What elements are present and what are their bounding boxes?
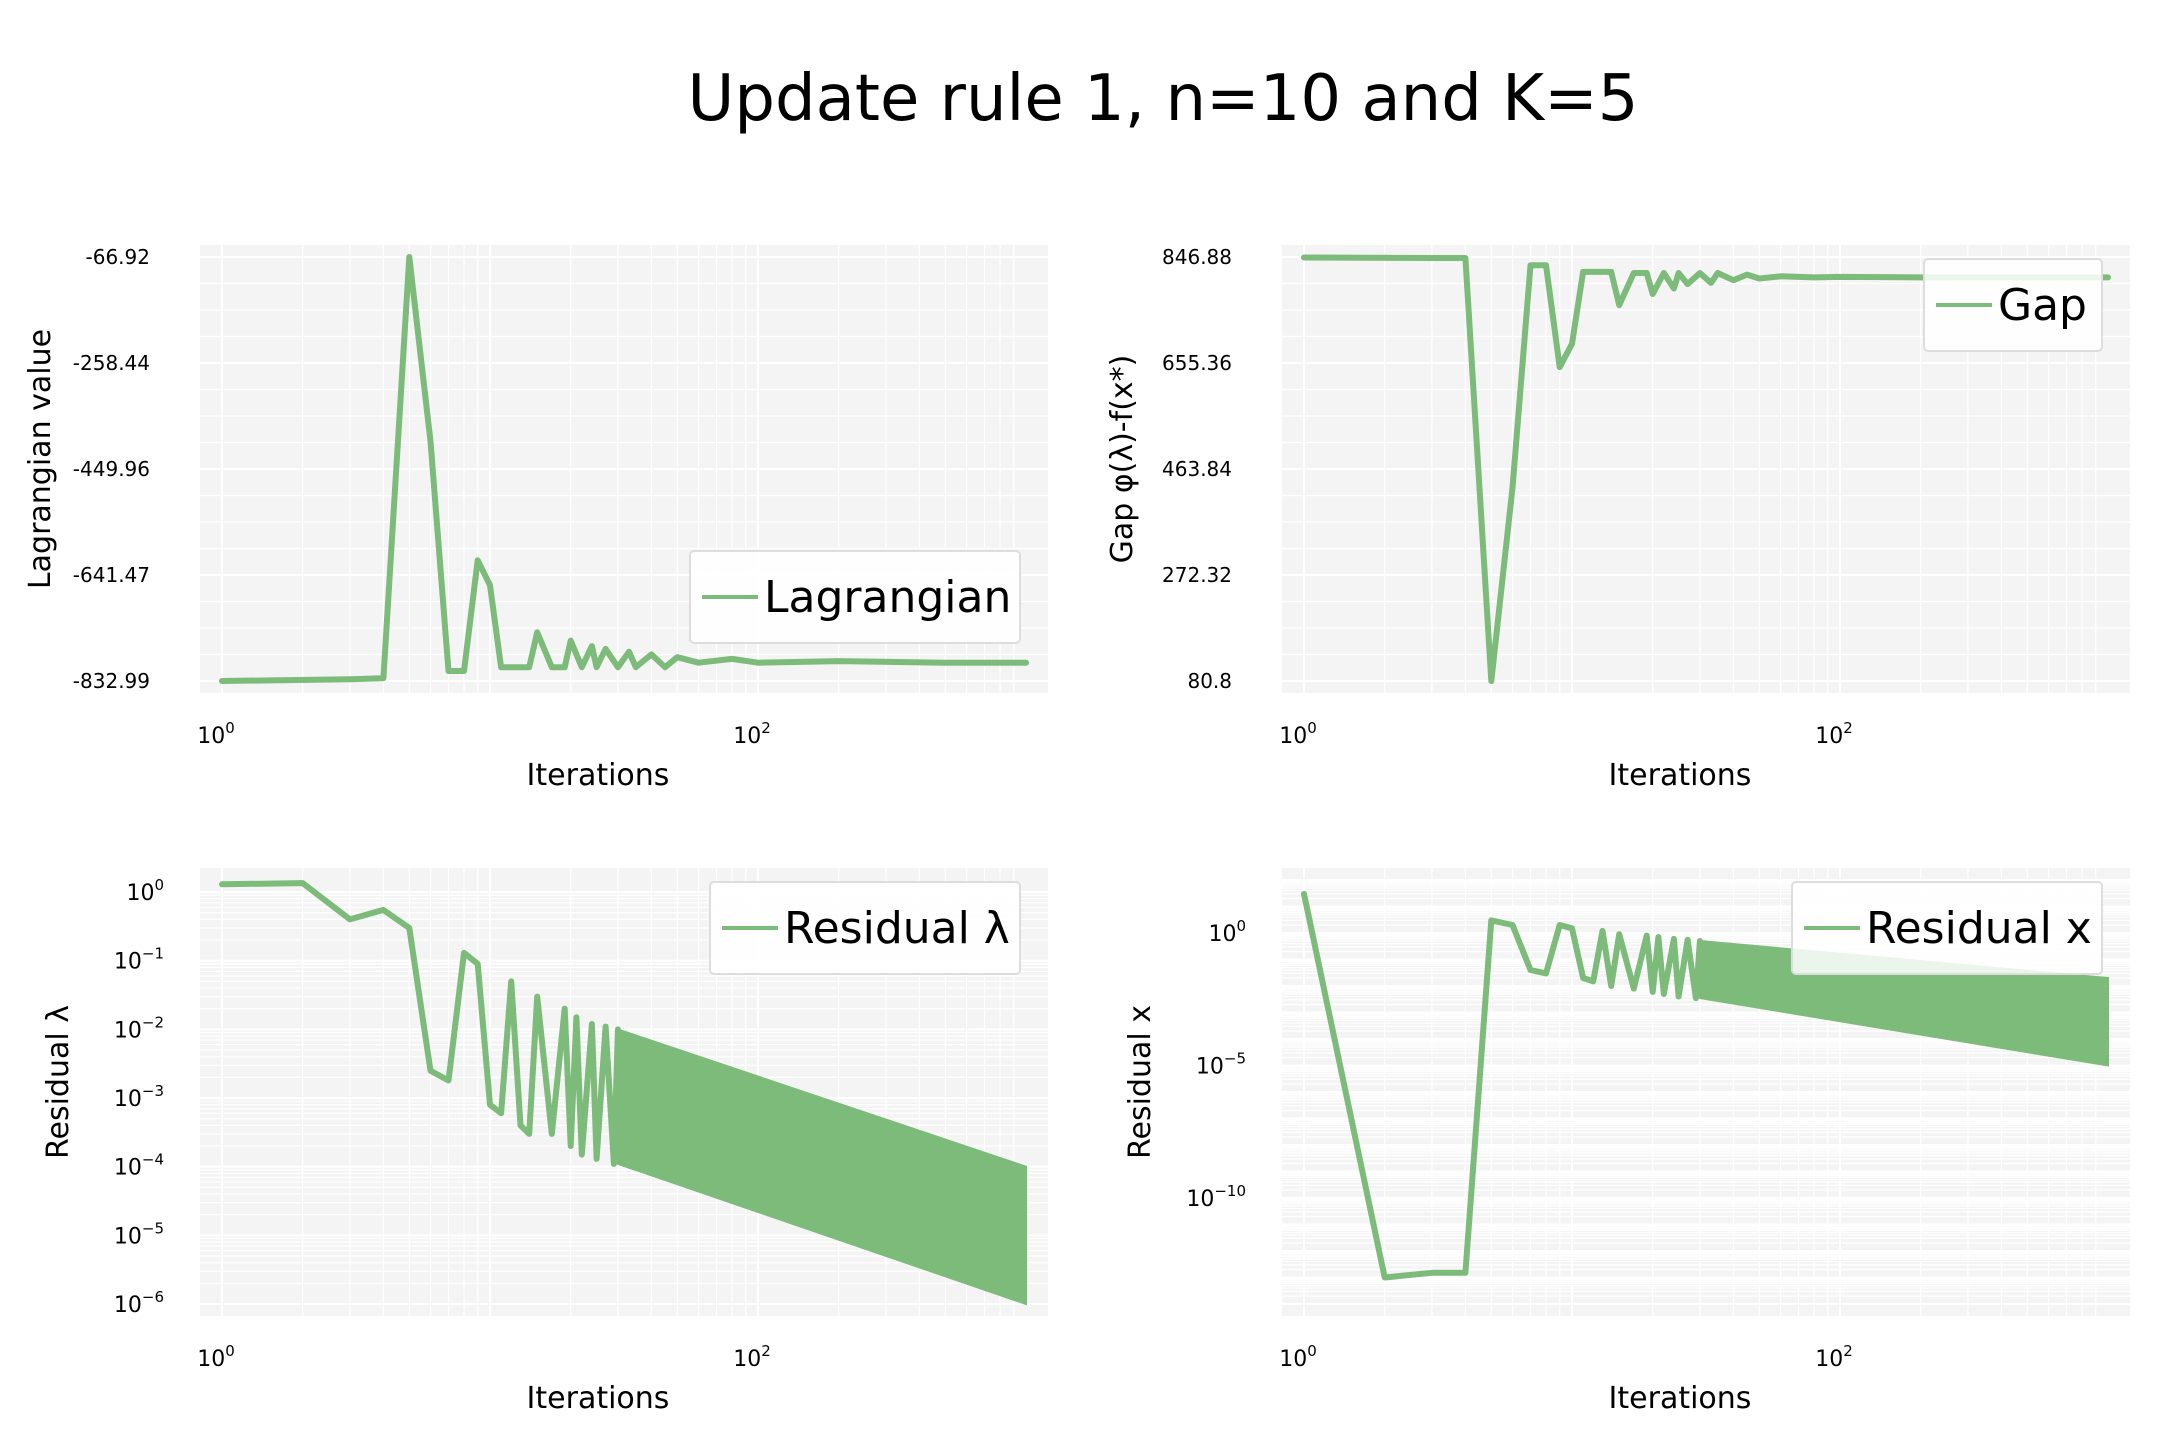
legend: Residual x — [1791, 881, 2103, 975]
chart-residual-x: 100 10−5 10−10 100 102 Iterations Residual x Re… — [1123, 868, 2130, 1416]
y-tick-label: 10−5 — [1196, 1050, 1246, 1080]
legend-box — [1791, 881, 2103, 975]
legend-label: Residual x — [1866, 903, 2092, 954]
x-tick-label: 100 — [197, 719, 235, 749]
series-line — [1301, 254, 2111, 684]
x-axis-label: Iterations — [527, 1381, 670, 1416]
legend: Lagrangian — [689, 550, 1021, 644]
legend-label: Lagrangian — [764, 572, 1011, 623]
y-axis-label: Lagrangian value — [23, 329, 58, 589]
series-line — [219, 254, 1029, 684]
y-tick-labels: -66.92 -258.44 -449.96 -641.47 -832.99 — [73, 245, 150, 693]
y-tick-label: -832.99 — [73, 669, 150, 693]
series-line — [219, 880, 621, 1167]
grid-lines — [1282, 868, 2130, 1316]
y-axis-label: Gap φ(λ)-f(x*) — [1105, 355, 1140, 564]
y-tick-label: 100 — [126, 876, 164, 906]
x-tick-label: 102 — [1815, 719, 1853, 749]
y-tick-label: -641.47 — [73, 563, 150, 587]
y-tick-label: 10−3 — [114, 1082, 164, 1112]
x-tick-labels: 100 102 — [197, 719, 771, 749]
chart-panels: -66.92 -258.44 -449.96 -641.47 -832.99 100 102… — [23, 245, 2130, 1416]
y-tick-label: 655.36 — [1162, 351, 1232, 375]
y-tick-label: 272.32 — [1162, 563, 1232, 587]
x-tick-label: 100 — [1279, 719, 1317, 749]
y-tick-label: 100 — [1208, 917, 1246, 947]
legend-box — [709, 881, 1021, 975]
y-tick-label: -66.92 — [86, 245, 150, 269]
figure-title: Update rule 1, n=10 and K=5 — [688, 62, 1639, 136]
legend-box — [1923, 258, 2103, 352]
series-line — [1301, 890, 1703, 1281]
y-tick-labels: 100 10−5 10−10 — [1186, 917, 1246, 1212]
y-tick-label: 80.8 — [1187, 669, 1232, 693]
y-tick-label: 10−2 — [114, 1013, 164, 1043]
y-tick-label: 846.88 — [1162, 245, 1232, 269]
chart-residual-lambda: 100 10−1 10−2 10−3 10−4 10−5 10−6 100 102 Iterati… — [41, 868, 1048, 1416]
x-tick-labels: 100 102 — [197, 1342, 771, 1372]
x-tick-label: 100 — [197, 1342, 235, 1372]
x-tick-labels: 100 102 — [1279, 1342, 1853, 1372]
y-tick-label: 10−5 — [114, 1219, 164, 1249]
x-tick-label: 102 — [1815, 1342, 1853, 1372]
chart-lagrangian: -66.92 -258.44 -449.96 -641.47 -832.99 100 102… — [23, 245, 1048, 793]
legend: Residual λ — [709, 881, 1021, 975]
y-tick-label: -258.44 — [73, 351, 150, 375]
x-tick-label: 102 — [733, 1342, 771, 1372]
x-tick-label: 100 — [1279, 1342, 1317, 1372]
y-tick-label: -449.96 — [73, 457, 150, 481]
y-tick-labels: 846.88 655.36 463.84 272.32 80.8 — [1162, 245, 1232, 693]
x-axis-label: Iterations — [1609, 1381, 1752, 1416]
x-tick-labels: 100 102 — [1279, 719, 1853, 749]
x-axis-label: Iterations — [527, 758, 670, 793]
x-tick-label: 102 — [733, 719, 771, 749]
legend-label: Gap — [1998, 280, 2087, 331]
legend: Gap — [1923, 258, 2103, 352]
y-tick-label: 10−10 — [1186, 1182, 1246, 1212]
y-tick-label: 10−6 — [114, 1288, 164, 1318]
y-tick-labels: 100 10−1 10−2 10−3 10−4 10−5 10−6 — [114, 876, 164, 1318]
y-tick-label: 10−1 — [114, 945, 164, 975]
legend-box — [689, 550, 1021, 644]
y-tick-label: 463.84 — [1162, 457, 1232, 481]
y-axis-label: Residual λ — [41, 1005, 76, 1159]
y-tick-label: 10−4 — [114, 1151, 164, 1181]
chart-gap: 846.88 655.36 463.84 272.32 80.8 100 102 Iterat… — [1105, 245, 2130, 793]
x-axis-label: Iterations — [1609, 758, 1752, 793]
series-envelope — [616, 1028, 1027, 1306]
y-axis-label: Residual x — [1123, 1005, 1158, 1159]
legend-label: Residual λ — [784, 903, 1010, 954]
